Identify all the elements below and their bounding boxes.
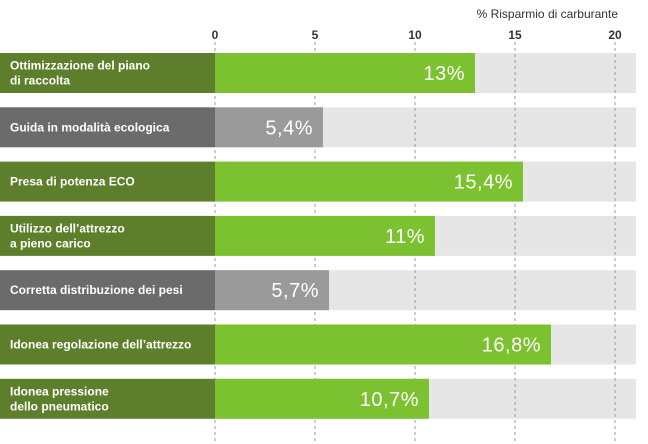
x-tick-label: 20	[608, 28, 622, 42]
category-label: Presa di potenza ECO	[10, 175, 135, 189]
x-axis-title: % Risparmio di carburante	[477, 7, 619, 21]
value-label: 11%	[385, 226, 425, 248]
bar-layer: 13% 5,4% 15,4% 11% 5,7% 16,8% 10,7%	[215, 53, 551, 419]
category-label-box	[0, 324, 215, 365]
category-label: Utilizzo dell’attrezzo a pieno carico	[10, 221, 125, 250]
category-label: Corretta distribuzione dei pesi	[10, 283, 183, 297]
bar	[215, 53, 475, 93]
value-label: 5,4%	[265, 117, 313, 139]
category-label: Idonea regolazione dell’attrezzo	[10, 338, 191, 352]
category-label-box	[0, 53, 215, 93]
bar	[215, 161, 523, 202]
category-label-box	[0, 215, 215, 256]
category-label-box	[0, 161, 215, 202]
tick-label-layer: 0 5 10 15 20	[212, 28, 622, 42]
bar	[215, 378, 429, 419]
category-label: Guida in modalità ecologica	[10, 120, 170, 134]
x-tick-label: 15	[508, 28, 522, 42]
category-label-box	[0, 378, 215, 419]
bar	[215, 270, 329, 311]
category-label: Ottimizzazione del piano di raccolta	[10, 59, 150, 88]
value-label: 16,8%	[482, 335, 541, 357]
bar	[215, 324, 551, 365]
value-label: 13%	[423, 63, 465, 85]
x-tick-label: 5	[312, 28, 319, 42]
category-label-box	[0, 270, 215, 311]
value-label: 5,7%	[271, 280, 319, 302]
x-tick-label: 0	[212, 28, 219, 42]
category-label-box	[0, 107, 215, 148]
category-label: Idonea pressione dello pneumatico	[10, 384, 109, 413]
value-label: 10,7%	[360, 389, 419, 411]
x-tick-label: 10	[408, 28, 422, 42]
category-label-layer: Ottimizzazione del piano di raccolta Guida…	[0, 53, 215, 419]
bar	[215, 107, 323, 148]
value-label: 15,4%	[454, 172, 513, 194]
bar	[215, 215, 435, 256]
